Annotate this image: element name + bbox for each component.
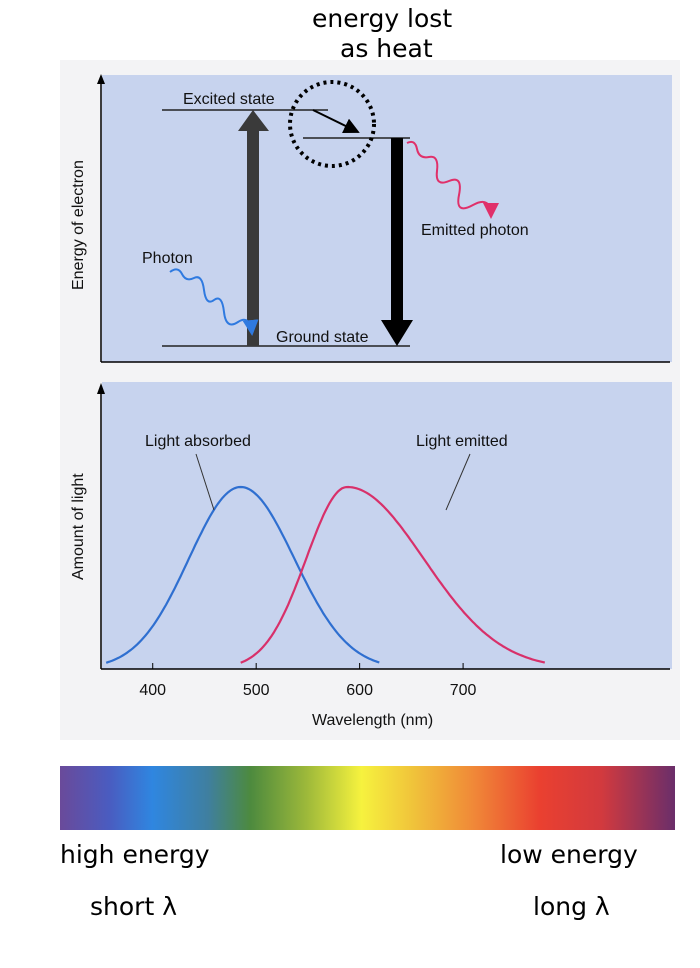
- axis-arrow-icon: [97, 383, 105, 394]
- x-tick-label: 600: [346, 682, 373, 699]
- emitted-photon-label: Emitted photon: [421, 222, 529, 239]
- light-absorbed-label: Light absorbed: [145, 433, 251, 450]
- low-energy-label: low energy: [500, 840, 638, 869]
- energy-panel: [102, 75, 672, 362]
- short-wavelength-label: short λ: [90, 892, 177, 921]
- wavelength-axis-label: Wavelength (nm): [312, 712, 433, 729]
- axis-arrow-icon: [97, 74, 105, 84]
- energy-axis-label: Energy of electron: [70, 160, 87, 290]
- spectrum-panel: [102, 382, 672, 669]
- excited-state-label: Excited state: [183, 91, 275, 108]
- light-emitted-curve: [240, 485, 546, 664]
- light-emitted-label: Light emitted: [416, 433, 508, 450]
- light-absorbed-curve: [105, 485, 380, 664]
- x-tick-label: 400: [139, 682, 166, 699]
- photon-label: Photon: [142, 250, 193, 267]
- relaxation-arrow: [312, 109, 360, 134]
- x-tick-label: 700: [450, 682, 477, 699]
- x-tick-label: 500: [243, 682, 270, 699]
- high-energy-label: high energy: [60, 840, 210, 869]
- absorbed-leader-line: [195, 453, 215, 511]
- heat-annotation-line1: energy lost: [312, 4, 453, 33]
- absorption-arrow-icon: [238, 110, 269, 346]
- heat-annotation-line2: as heat: [340, 34, 433, 63]
- amount-axis-label: Amount of light: [70, 473, 87, 580]
- long-wavelength-label: long λ: [533, 892, 610, 921]
- visible-spectrum-bar: [60, 766, 675, 830]
- incoming-photon-wave: [169, 268, 259, 336]
- emitted-leader-line: [445, 453, 471, 511]
- ground-state-label: Ground state: [276, 329, 369, 346]
- emitted-photon-wave: [406, 140, 499, 219]
- heat-loss-circle: [288, 80, 376, 168]
- emission-arrow-icon: [381, 138, 413, 346]
